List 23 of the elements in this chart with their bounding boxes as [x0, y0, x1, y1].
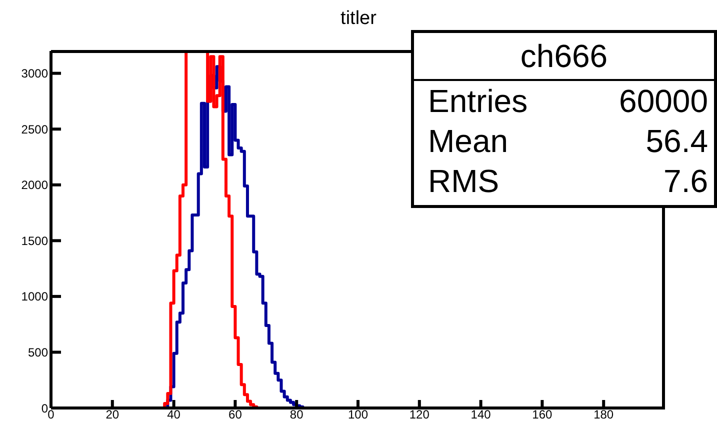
annotation: Entries — [428, 82, 528, 121]
annotation: 60000 — [619, 82, 708, 121]
annotation: Mean — [428, 122, 508, 161]
x-tick-label: 40 — [167, 408, 181, 422]
x-tick-label: 20 — [106, 408, 120, 422]
annotation: ch666 — [414, 33, 714, 81]
x-tick-label: 100 — [348, 408, 368, 422]
y-tick-label: 2000 — [21, 178, 48, 192]
x-tick-label: 140 — [470, 408, 492, 422]
x-tick-label: 60 — [228, 408, 242, 422]
x-tick-label: 120 — [409, 408, 430, 422]
y-tick-label: 2500 — [21, 122, 48, 136]
chart-title: titler — [340, 8, 378, 30]
annotation: 7.6 — [664, 162, 708, 201]
annotation: 56.4 — [646, 122, 708, 161]
y-tick-label: 1500 — [21, 234, 48, 248]
y-tick-label: 1000 — [21, 290, 48, 304]
annotation: RMS — [428, 162, 500, 201]
x-tick-label: 160 — [532, 408, 553, 422]
x-tick-label: 180 — [594, 408, 614, 422]
y-tick-label: 3000 — [21, 66, 48, 81]
y-tick-label: 500 — [28, 345, 48, 360]
x-tick-label: 80 — [290, 408, 304, 422]
